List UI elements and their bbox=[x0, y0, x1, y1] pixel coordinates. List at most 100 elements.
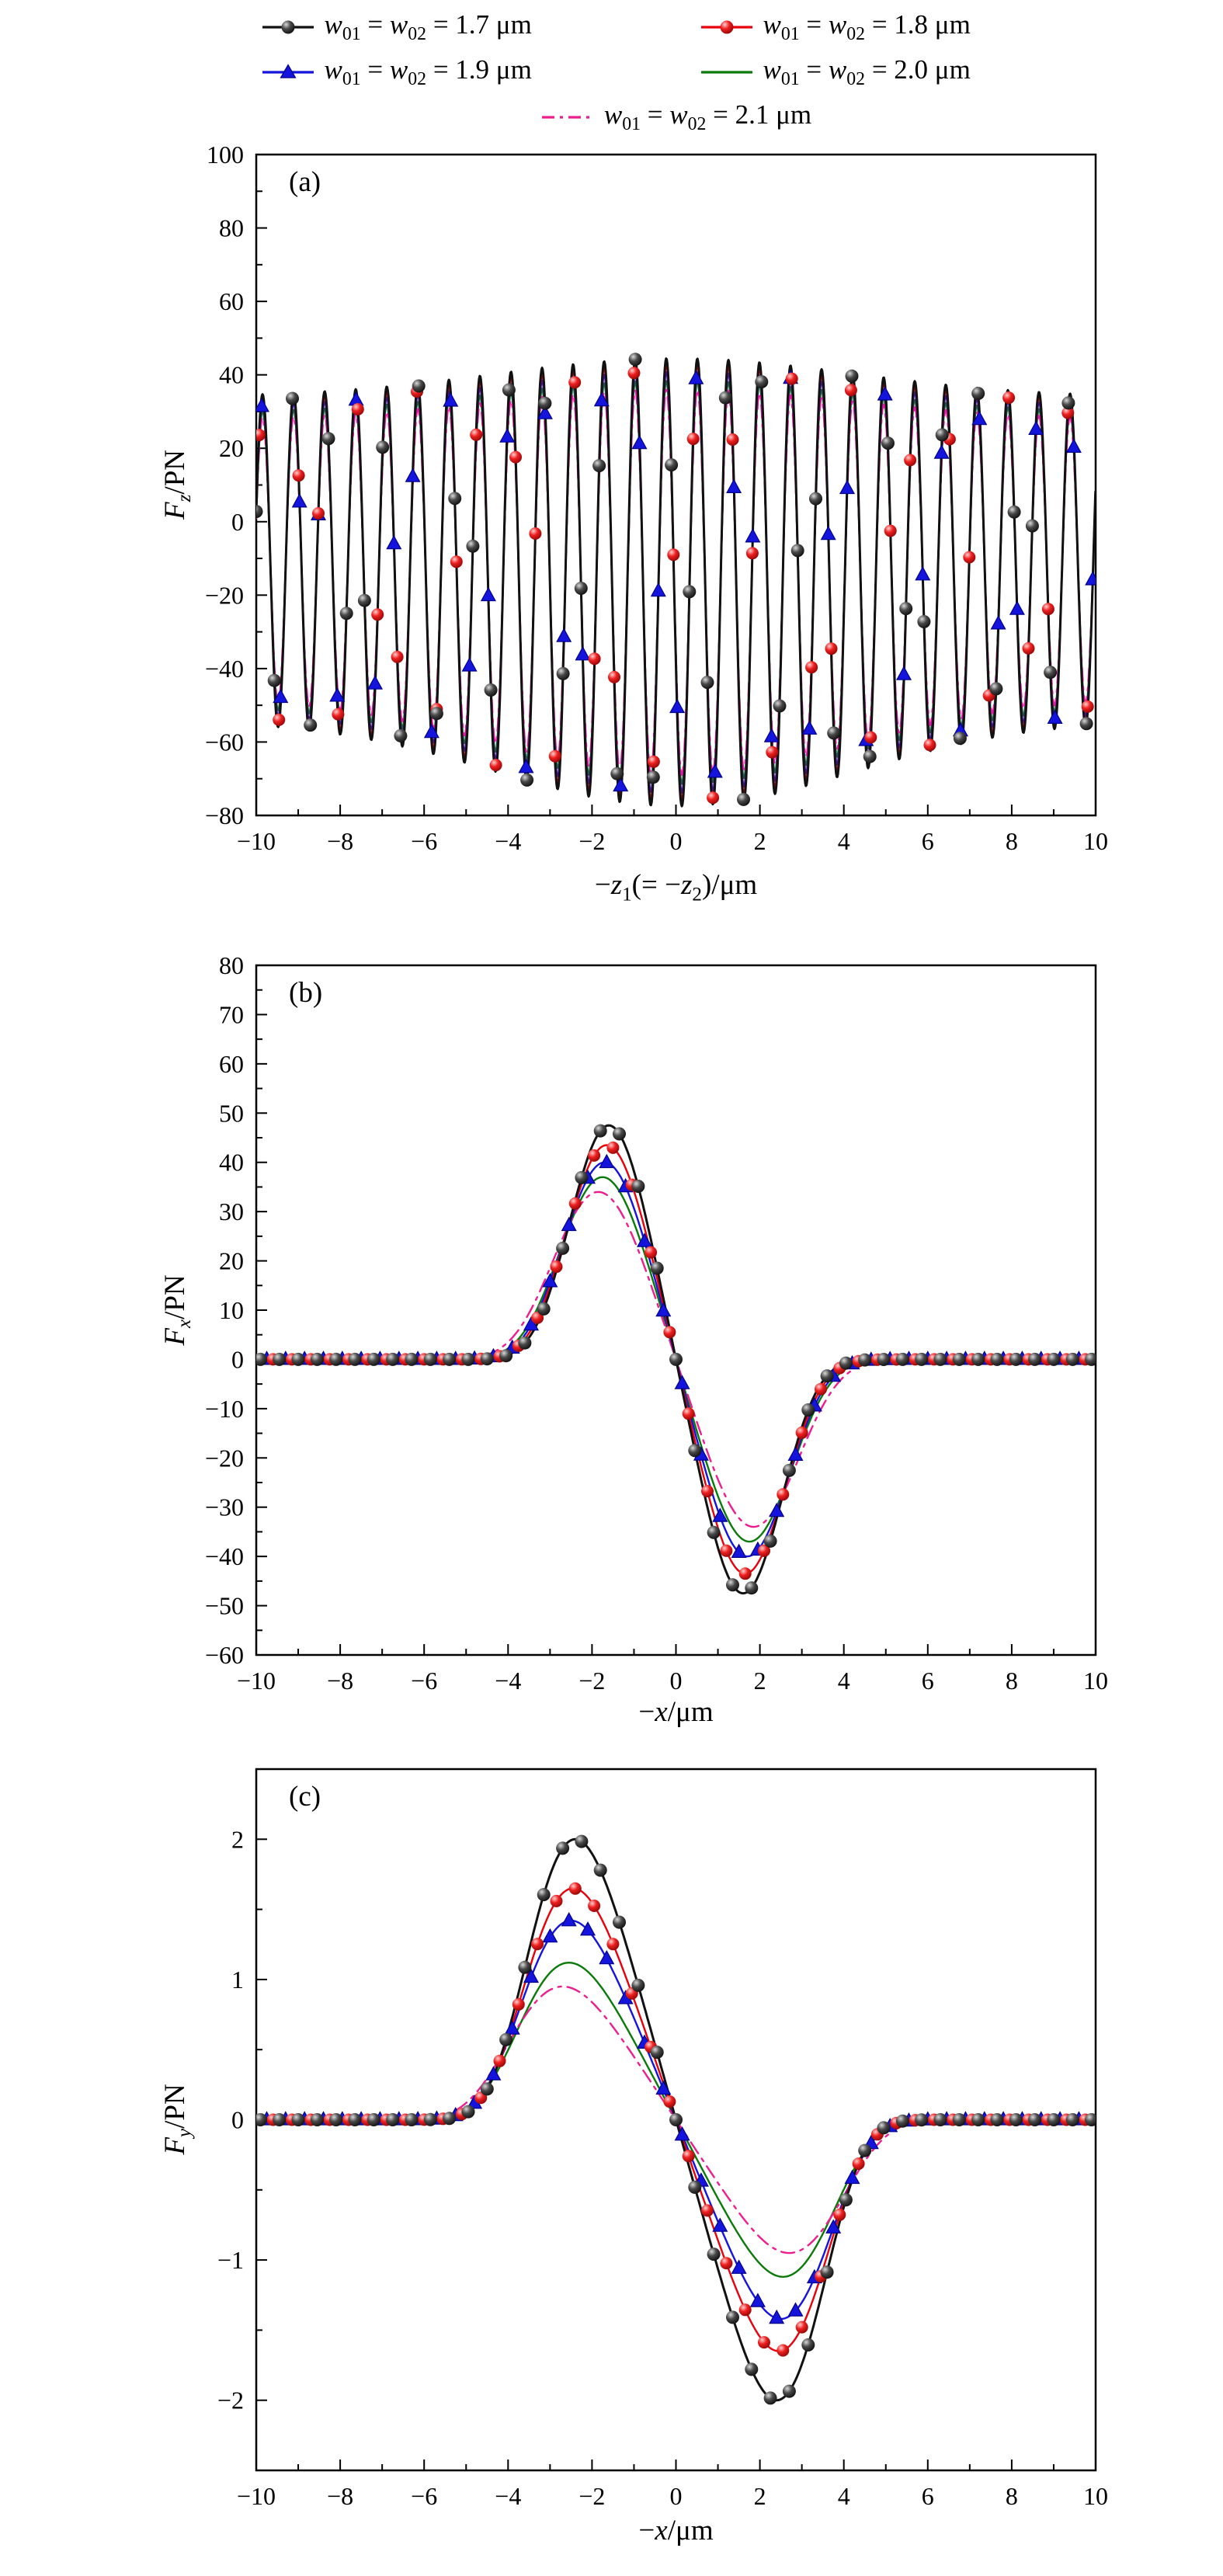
sphere-red-marker bbox=[777, 2344, 790, 2357]
sphere-black-marker bbox=[700, 676, 714, 690]
triangle-marker bbox=[844, 2169, 860, 2185]
svg-text:2: 2 bbox=[754, 1667, 766, 1695]
svg-text:20: 20 bbox=[219, 434, 244, 462]
triangle-marker bbox=[499, 428, 516, 443]
sphere-black-marker bbox=[291, 1352, 305, 1366]
svg-text:70: 70 bbox=[219, 1000, 244, 1028]
svg-text:8: 8 bbox=[1006, 827, 1018, 855]
svg-text:20: 20 bbox=[219, 1247, 244, 1275]
sphere-black-marker bbox=[971, 2113, 985, 2126]
sphere-black-marker bbox=[267, 673, 281, 687]
sphere-black-marker bbox=[537, 1888, 551, 1902]
sphere-red-marker bbox=[332, 707, 345, 721]
triangle-marker bbox=[712, 2217, 728, 2232]
svg-text:40: 40 bbox=[219, 1149, 244, 1177]
panel-a-tag: (a) bbox=[289, 166, 321, 198]
sphere-red-marker bbox=[588, 1900, 601, 1912]
triangle-marker bbox=[1065, 438, 1082, 453]
svg-text:0: 0 bbox=[231, 508, 244, 536]
svg-text:−50: −50 bbox=[205, 1592, 244, 1620]
triangle-marker bbox=[423, 723, 440, 739]
sphere-black-marker bbox=[1025, 519, 1039, 533]
triangle-marker bbox=[518, 759, 534, 773]
panel-c-x-axis-label: −x/μm bbox=[638, 2515, 714, 2546]
sphere-black-marker bbox=[665, 458, 679, 472]
sphere-black-marker bbox=[631, 1180, 645, 1193]
sphere-black-marker bbox=[688, 2180, 702, 2194]
sphere-black-marker bbox=[895, 2114, 909, 2128]
sphere-red-marker bbox=[371, 608, 384, 621]
triangle-marker bbox=[386, 534, 402, 550]
sphere-black-marker bbox=[628, 353, 642, 367]
svg-text:2: 2 bbox=[231, 1825, 244, 1853]
sphere-black-marker bbox=[877, 2121, 891, 2135]
triangle-marker bbox=[787, 2302, 804, 2317]
sphere-red-marker bbox=[682, 2150, 695, 2163]
triangle-marker bbox=[256, 398, 270, 412]
triangle-marker bbox=[915, 566, 931, 581]
svg-text:0: 0 bbox=[670, 827, 683, 855]
sphere-red-marker bbox=[509, 450, 522, 464]
triangle-marker bbox=[933, 444, 950, 459]
sphere-black-marker bbox=[650, 1261, 664, 1275]
sphere-black-marker bbox=[952, 2113, 966, 2126]
panel-b-plot: −10 −8 −6 −4 −2 0 2 4 6 8 10−60−50−40−30−20−100102… bbox=[205, 951, 1108, 1695]
triangle-marker bbox=[575, 646, 591, 661]
sphere-black-marker bbox=[357, 593, 371, 607]
triangle-marker bbox=[504, 2020, 520, 2035]
triangle-marker bbox=[367, 675, 384, 690]
sphere-black-marker bbox=[575, 1834, 589, 1848]
svg-text:40: 40 bbox=[219, 361, 244, 389]
sphere-black-marker bbox=[1047, 1352, 1061, 1366]
triangle-marker bbox=[579, 1921, 596, 1936]
sphere-red-marker bbox=[738, 2303, 752, 2317]
triangle-marker bbox=[480, 586, 496, 602]
sphere-black-marker bbox=[989, 682, 1003, 696]
sphere-black-marker bbox=[310, 1352, 324, 1366]
legend-label: w01 = w02 = 1.8 μm bbox=[763, 9, 971, 44]
triangle-marker bbox=[1085, 571, 1096, 586]
sphere-black-marker bbox=[782, 2384, 796, 2398]
sphere-black-marker bbox=[273, 1352, 287, 1366]
triangle-marker bbox=[329, 687, 346, 702]
tick-labels-b: −10 −8 −6 −4 −2 0 2 4 6 8 10−60−50−40−30−20−100102… bbox=[205, 951, 1108, 1695]
sphere-red-marker bbox=[550, 1260, 563, 1274]
svg-text:2: 2 bbox=[754, 2482, 766, 2510]
sphere-black-marker bbox=[935, 428, 949, 442]
sphere-black-marker bbox=[412, 379, 426, 393]
sphere-red-marker bbox=[1022, 641, 1035, 655]
sphere-black-marker bbox=[484, 683, 498, 697]
svg-text:−10: −10 bbox=[237, 827, 276, 855]
sphere-black-marker bbox=[367, 1352, 380, 1366]
sphere-red-marker bbox=[701, 2204, 714, 2217]
sphere-black-marker bbox=[881, 436, 895, 450]
legend-label: w01 = w02 = 1.7 μm bbox=[324, 9, 532, 44]
triangle-marker bbox=[523, 1968, 540, 1983]
triangle-marker-icon bbox=[279, 64, 297, 78]
svg-text:−2: −2 bbox=[217, 2387, 244, 2414]
sphere-red-marker bbox=[707, 791, 720, 805]
panel-b-y-axis-label: Fx/PN bbox=[158, 1274, 196, 1346]
sphere-red-marker bbox=[450, 555, 463, 568]
svg-text:−10: −10 bbox=[205, 1395, 244, 1423]
sphere-black-marker bbox=[839, 2193, 853, 2207]
sphere-black-marker bbox=[1065, 2113, 1079, 2126]
sphere-black-marker bbox=[329, 2113, 343, 2126]
svg-text:−40: −40 bbox=[205, 655, 244, 683]
triangle-marker bbox=[825, 2219, 842, 2234]
sphere-red-marker bbox=[682, 1407, 695, 1420]
triangle-marker bbox=[769, 2309, 785, 2324]
sphere-red-marker bbox=[720, 1544, 733, 1557]
legend-label: w01 = w02 = 1.9 μm bbox=[324, 54, 532, 89]
sphere-black-marker bbox=[801, 1403, 815, 1417]
sphere-black-marker bbox=[499, 2032, 513, 2046]
sphere-red-marker bbox=[588, 1149, 601, 1162]
legend: w01 = w02 = 1.7 μm w01 = w02 = 1.8 μm w01 … bbox=[256, 9, 1096, 144]
triangle-marker bbox=[655, 1302, 672, 1317]
svg-text:0: 0 bbox=[231, 2106, 244, 2134]
sphere-black-marker bbox=[256, 505, 263, 519]
svg-text:−40: −40 bbox=[205, 1542, 244, 1570]
sphere-black-marker bbox=[933, 1352, 947, 1366]
legend-key-icon bbox=[700, 71, 752, 74]
